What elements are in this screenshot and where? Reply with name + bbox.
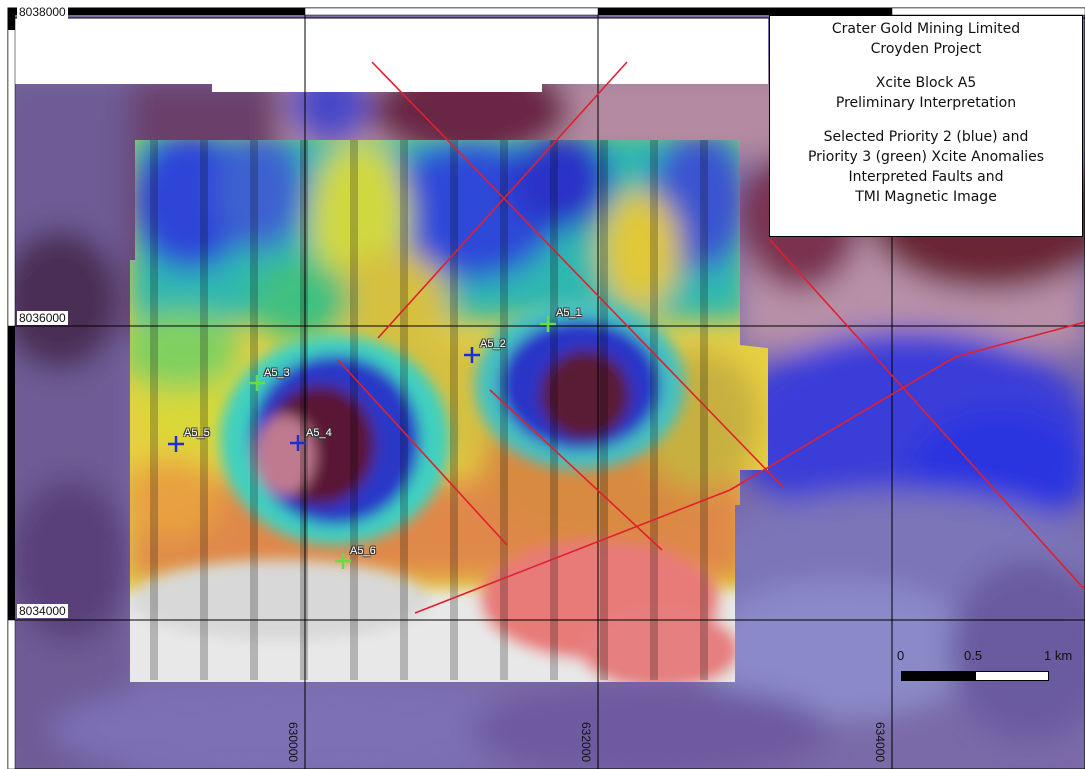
anomaly-marker-a5-5[interactable] — [168, 436, 184, 452]
interpreted-faults — [337, 61, 1085, 614]
priority3-cross-icon — [249, 375, 265, 391]
anomaly-label-a5-6: A5_6 — [350, 545, 376, 557]
anomaly-label-a5-4: A5_4 — [306, 427, 332, 439]
easting-label-1: 630000 — [286, 722, 300, 763]
scale-label-half: 0.5 — [964, 648, 983, 663]
fault-line — [377, 61, 628, 339]
priority2-cross-icon — [464, 347, 480, 363]
anomaly-label-a5-3: A5_3 — [264, 367, 290, 379]
anomaly-marker-a5-3[interactable] — [249, 375, 265, 391]
fault-line — [769, 239, 1085, 591]
interpretation-label: Preliminary Interpretation — [835, 95, 1017, 111]
scale-label-1km: 1 km — [1044, 648, 1073, 663]
priority2-cross-icon — [290, 435, 306, 451]
northing-label-bottom: 8034000 — [17, 604, 68, 618]
anomaly-label-a5-1: A5_1 — [556, 307, 582, 319]
northing-label-top: 8038000 — [17, 5, 68, 19]
northing-label-middle: 8036000 — [17, 311, 68, 325]
legend-line-3: Interpreted Faults and — [848, 169, 1004, 185]
fault-line — [414, 321, 1085, 614]
map-title-legend: Crater Gold Mining Limited Croyden Proje… — [769, 15, 1083, 237]
priority3-cross-icon — [540, 316, 556, 332]
easting-label-3: 634000 — [873, 722, 887, 763]
anomaly-label-a5-5: A5_5 — [184, 427, 210, 439]
priority2-cross-icon — [168, 436, 184, 452]
fault-line — [337, 359, 508, 546]
priority3-cross-icon — [335, 553, 351, 569]
anomaly-marker-a5-6[interactable] — [335, 553, 351, 569]
map-frame — [7, 7, 1085, 769]
scale-bar-black-segment — [901, 671, 975, 681]
legend-line-2: Priority 3 (green) Xcite Anomalies — [807, 149, 1045, 165]
anomaly-marker-a5-4[interactable] — [290, 435, 306, 451]
anomaly-marker-a5-2[interactable] — [464, 347, 480, 363]
block-name: Xcite Block A5 — [875, 75, 977, 91]
anomaly-marker-a5-1[interactable] — [540, 316, 556, 332]
legend-line-1: Selected Priority 2 (blue) and — [823, 129, 1029, 145]
anomaly-label-a5-2: A5_2 — [480, 338, 506, 350]
fault-line — [489, 389, 663, 551]
project-name: Croyden Project — [870, 41, 982, 57]
fault-line — [371, 61, 785, 489]
scale-bar-white-segment — [975, 671, 1049, 681]
scale-label-0: 0 — [897, 648, 905, 663]
xcite-grid-image — [130, 140, 768, 682]
easting-label-2: 632000 — [579, 722, 593, 763]
legend-line-4: TMI Magnetic Image — [855, 189, 997, 205]
company-name: Crater Gold Mining Limited — [831, 21, 1021, 37]
